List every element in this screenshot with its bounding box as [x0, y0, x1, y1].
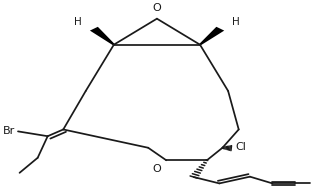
- Text: Cl: Cl: [235, 142, 246, 152]
- Polygon shape: [90, 27, 115, 45]
- Text: O: O: [152, 3, 161, 12]
- Text: H: H: [74, 16, 82, 27]
- Text: O: O: [152, 164, 161, 174]
- Text: H: H: [232, 16, 239, 27]
- Polygon shape: [199, 27, 224, 45]
- Text: Br: Br: [3, 126, 16, 136]
